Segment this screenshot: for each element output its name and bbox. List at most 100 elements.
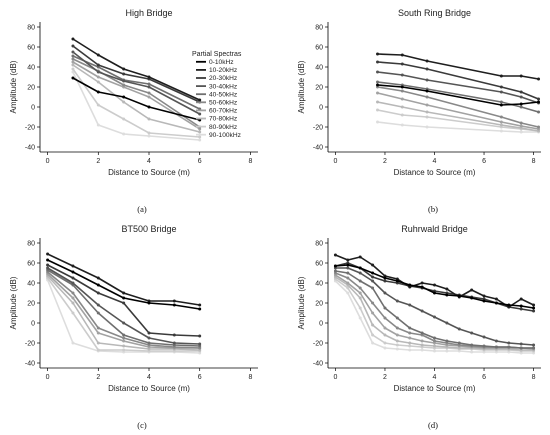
- data-point: [198, 342, 202, 346]
- data-point: [371, 279, 375, 283]
- legend-entry-label: 0-10kHz: [209, 59, 234, 66]
- data-point: [400, 85, 404, 89]
- series-60-70kHz: [376, 91, 541, 131]
- data-point: [408, 344, 412, 348]
- y-tick-label: 40: [315, 280, 323, 287]
- data-point: [71, 57, 75, 61]
- data-point: [71, 291, 75, 295]
- y-tick-label: 80: [315, 240, 323, 247]
- data-point: [482, 335, 486, 339]
- data-point: [408, 283, 412, 287]
- x-tick-label: 6: [482, 374, 486, 381]
- x-tick-label: 6: [198, 374, 202, 381]
- series-30-40kHz: [333, 266, 536, 347]
- data-point: [519, 297, 523, 301]
- data-point: [420, 281, 424, 285]
- series-50-60kHz: [376, 85, 541, 129]
- x-tick-label: 0: [333, 374, 337, 381]
- data-point: [519, 130, 523, 134]
- data-point: [457, 341, 461, 345]
- y-tick-label: 20: [315, 84, 323, 91]
- data-point: [46, 263, 50, 267]
- data-point: [470, 288, 474, 292]
- series-80-90kHz: [71, 67, 202, 139]
- series-line: [72, 64, 200, 133]
- series-20-30kHz: [46, 263, 202, 338]
- x-tick-label: 4: [433, 374, 437, 381]
- y-tick-label: 60: [315, 44, 323, 51]
- y-tick-label: 0: [31, 320, 35, 327]
- data-point: [400, 113, 404, 117]
- data-point: [198, 334, 202, 338]
- legend-entry-label: 10-20kHz: [209, 67, 237, 74]
- data-point: [376, 80, 380, 84]
- data-point: [420, 331, 424, 335]
- data-point: [532, 303, 536, 307]
- series-line: [335, 267, 534, 346]
- data-point: [470, 296, 474, 300]
- data-point: [147, 134, 151, 138]
- data-point: [494, 345, 498, 349]
- chart-title: Ruhrwald Bridge: [401, 224, 468, 234]
- data-point: [96, 291, 100, 295]
- x-axis-label: Distance to Source (m): [394, 384, 476, 393]
- data-point: [122, 333, 126, 337]
- data-point: [519, 95, 523, 99]
- data-point: [147, 131, 151, 135]
- data-point: [172, 303, 176, 307]
- data-point: [376, 60, 380, 64]
- legend: Partial Spectras0-10kHz10-20kHz20-30kHz3…: [192, 51, 242, 139]
- data-point: [333, 264, 337, 268]
- data-point: [433, 336, 436, 340]
- data-point: [408, 348, 412, 352]
- data-point: [122, 100, 126, 104]
- data-point: [172, 341, 176, 345]
- series-line: [377, 53, 539, 80]
- data-point: [198, 130, 202, 134]
- data-point: [425, 89, 429, 93]
- data-point: [96, 123, 100, 127]
- y-tick-label: -40: [25, 144, 35, 151]
- data-point: [46, 258, 50, 262]
- data-point: [519, 74, 523, 78]
- data-point: [408, 326, 412, 330]
- y-tick-label: 0: [319, 320, 323, 327]
- data-point: [445, 321, 449, 325]
- series-line: [377, 92, 539, 130]
- x-tick-label: 2: [383, 374, 387, 381]
- y-tick-label: 0: [31, 104, 35, 111]
- x-tick-label: 4: [147, 158, 151, 165]
- data-point: [395, 316, 399, 320]
- data-point: [122, 339, 126, 343]
- data-point: [519, 90, 523, 94]
- data-point: [122, 336, 126, 340]
- series-line: [377, 81, 539, 113]
- series-0-10kHz: [46, 258, 202, 311]
- series-line: [377, 109, 539, 132]
- data-point: [420, 339, 424, 343]
- data-point: [71, 270, 75, 274]
- data-point: [420, 343, 424, 347]
- data-point: [122, 344, 126, 348]
- data-point: [482, 344, 486, 348]
- data-point: [96, 90, 100, 94]
- data-point: [346, 258, 350, 262]
- data-point: [71, 264, 75, 268]
- data-point: [122, 117, 126, 121]
- data-point: [71, 44, 75, 48]
- data-point: [71, 281, 75, 285]
- y-tick-label: 60: [315, 260, 323, 267]
- data-point: [71, 76, 75, 80]
- data-point: [457, 294, 461, 298]
- data-point: [96, 103, 100, 107]
- y-tick-label: 20: [27, 84, 35, 91]
- data-point: [400, 73, 404, 77]
- data-point: [507, 345, 511, 349]
- data-point: [358, 291, 362, 295]
- data-point: [71, 37, 75, 41]
- data-point: [383, 279, 387, 283]
- legend-entry-label: 40-50kHz: [209, 91, 237, 98]
- legend-entry-label: 60-70kHz: [209, 108, 237, 115]
- data-point: [96, 341, 100, 345]
- data-point: [519, 342, 523, 346]
